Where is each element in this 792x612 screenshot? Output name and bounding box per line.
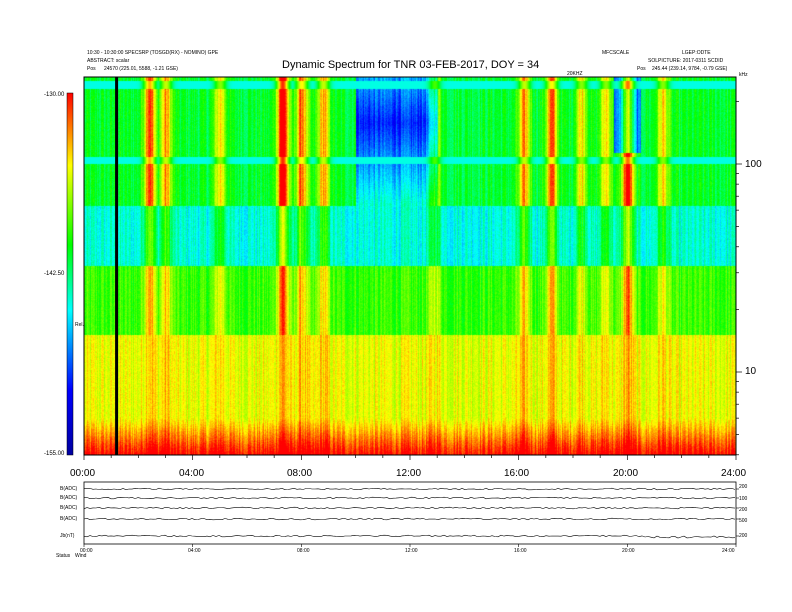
left-pos-value: 24570 (225.01, 5588, -1.21 GSE) <box>104 66 178 72</box>
bottom-row-label-5: Jb(nT) <box>60 533 75 539</box>
bottom-x-tick-6: 24:00 <box>722 548 735 554</box>
y-tick-100: 100 <box>745 159 762 170</box>
right-header-line3: SOLPICTURE: 2017-0311 SCDID <box>648 58 724 64</box>
right-header-line2: LGEP:ODTE <box>682 50 711 56</box>
colorbar-tick-top: -130.00 <box>44 92 65 98</box>
colorbar-tick-bottom: -155.00 <box>44 451 65 457</box>
bottom-right-value-4: 500 <box>739 518 748 524</box>
bottom-right-value-5: 200 <box>739 533 748 539</box>
bottom-row-label-3: B(ADC) <box>60 505 78 511</box>
left-pos-label: Pos <box>87 66 96 72</box>
x-tick-label-3: 12:00 <box>396 468 422 479</box>
left-header-line1: 10:30 - 10:30:00 SPECSRP (TOSGD(RX) - NO… <box>87 50 219 56</box>
y-tick-10: 10 <box>745 366 757 377</box>
spectrogram-heatmap <box>84 77 736 455</box>
x-tick-label-2: 08:00 <box>287 468 313 479</box>
x-tick-label-5: 20:00 <box>613 468 639 479</box>
bottom-panel-frame <box>83 481 737 545</box>
bottom-panel <box>83 481 739 547</box>
bottom-right-value-3: 200 <box>739 507 748 513</box>
bottom-footer-value: Wind <box>75 553 87 559</box>
colorbar-axis-label: Rel. <box>75 322 84 328</box>
bottom-footer-label: Status <box>56 553 71 559</box>
x-tick-label-0: 00:00 <box>70 468 96 479</box>
right-header-line1: MFCSCALE <box>602 50 630 56</box>
y-axis-ticks-right <box>736 101 742 456</box>
right-pos-label: Pos <box>637 66 646 72</box>
plot-frame <box>83 76 737 456</box>
bottom-row-label-1: B(ADC) <box>60 486 78 492</box>
right-pos-value: 245.44 (239.14, 9784, -0.79 GSE) <box>652 66 728 72</box>
colorbar <box>66 92 74 456</box>
bottom-trace-4 <box>83 517 736 521</box>
x-axis-ticks <box>83 455 737 460</box>
x-tick-label-4: 16:00 <box>504 468 530 479</box>
bottom-right-value-2: 100 <box>739 496 748 502</box>
bottom-row-label-2: B(ADC) <box>60 495 78 501</box>
bottom-x-tick-0: 00:00 <box>80 548 93 554</box>
bottom-right-value-1: 200 <box>739 484 748 490</box>
bottom-x-tick-2: 08:00 <box>297 548 310 554</box>
left-header-line2: ABSTRACT: scalar <box>87 58 130 64</box>
chart-title: Dynamic Spectrum for TNR 03-FEB-2017, DO… <box>282 59 540 71</box>
bottom-x-tick-5: 20:00 <box>622 548 635 554</box>
bottom-x-tick-1: 04:00 <box>188 548 201 554</box>
bottom-x-tick-3: 12:00 <box>405 548 418 554</box>
x-tick-label-1: 04:00 <box>179 468 205 479</box>
bottom-trace-1 <box>83 487 736 491</box>
khz-unit-label: kHz <box>739 72 748 78</box>
colorbar-tick-mid: -142.50 <box>44 271 65 277</box>
bottom-trace-5 <box>83 534 736 539</box>
x-tick-label-6: 24:00 <box>721 468 747 479</box>
bottom-x-tick-4: 16:00 <box>514 548 527 554</box>
marker-label: 20KHZ <box>567 71 583 77</box>
bottom-trace-3 <box>83 506 736 510</box>
bottom-trace-2 <box>83 496 736 500</box>
bottom-row-label-4: B(ADC) <box>60 516 78 522</box>
